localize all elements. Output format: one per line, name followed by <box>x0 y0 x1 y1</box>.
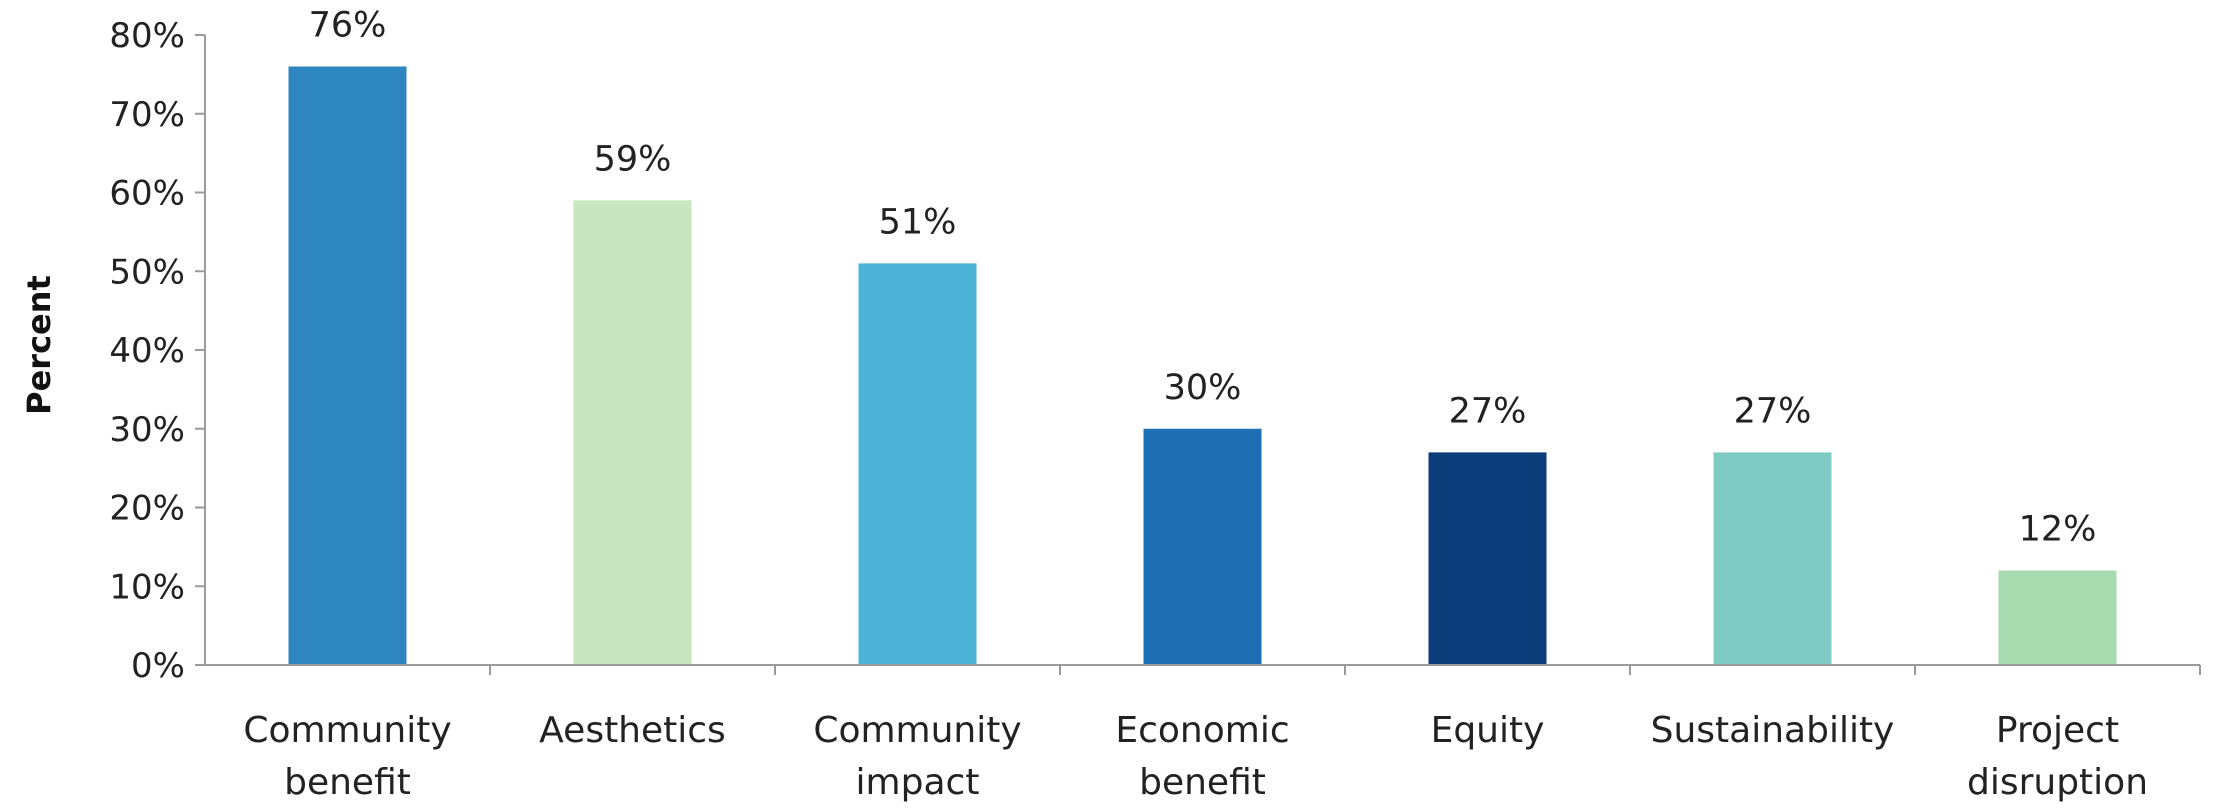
data-label: 30% <box>1164 368 1242 408</box>
x-tick-label: Equity <box>1431 710 1545 751</box>
y-axis-title: Percent <box>20 275 58 415</box>
bar <box>858 263 977 665</box>
bar <box>1143 428 1262 665</box>
bar <box>1428 452 1547 665</box>
data-label: 12% <box>2019 510 2097 550</box>
y-tick-label: 60% <box>109 174 185 214</box>
data-label: 59% <box>594 139 672 179</box>
data-label: 76% <box>309 6 387 46</box>
y-tick-label: 0% <box>131 646 185 686</box>
bar <box>1713 452 1832 665</box>
data-label: 27% <box>1449 391 1527 431</box>
y-tick-label: 50% <box>109 252 185 292</box>
y-tick-label: 30% <box>109 410 185 450</box>
x-tick-label: Aesthetics <box>539 710 726 751</box>
y-tick-label: 20% <box>109 489 185 529</box>
y-axis: 0% 10% 20% 30% 40% 50% 60% 70% 80% <box>109 16 206 686</box>
bar <box>573 200 692 665</box>
y-tick-label: 80% <box>109 16 185 56</box>
x-tick-label: Economic benefit <box>1115 710 1289 803</box>
data-label: 27% <box>1734 391 1812 431</box>
x-tick-label: Community benefit <box>243 710 451 803</box>
y-tick-label: 10% <box>109 567 185 607</box>
bar <box>288 66 407 665</box>
bar <box>1998 570 2117 665</box>
y-tick-label: 70% <box>109 95 185 135</box>
x-axis: Community benefit Aesthetics Community impac… <box>205 664 2201 803</box>
y-tick-label: 40% <box>109 331 185 371</box>
x-tick-label: Community impact <box>813 710 1021 803</box>
data-label: 51% <box>879 202 957 242</box>
x-tick-label: Sustainability <box>1651 710 1895 751</box>
bars-group: 76% 59% 51% 30% 27% 27% 12% <box>288 6 2117 665</box>
x-tick-label: Project disruption <box>1967 710 2148 803</box>
